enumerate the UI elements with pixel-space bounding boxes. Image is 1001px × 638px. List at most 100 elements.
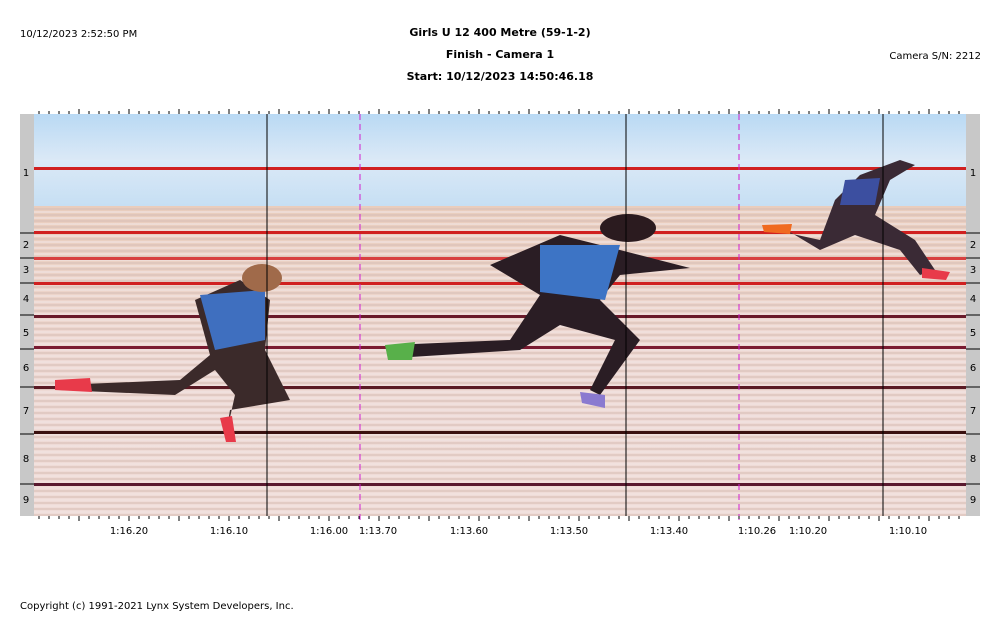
stripe xyxy=(34,247,966,249)
lane-number: 6 xyxy=(970,363,976,374)
stripe xyxy=(34,418,966,420)
stripe xyxy=(34,286,966,288)
race-title: Girls U 12 400 Metre (59-1-2) xyxy=(409,26,590,39)
lane-line xyxy=(34,386,966,389)
stripe xyxy=(34,406,966,408)
lane-number: 9 xyxy=(970,495,976,506)
lane-number: 3 xyxy=(23,265,29,276)
stripe xyxy=(34,442,966,444)
stripe xyxy=(34,499,966,501)
camera-serial: Camera S/N: 2212 xyxy=(889,51,981,62)
stripe xyxy=(34,337,966,339)
stripe xyxy=(34,508,966,510)
stripe xyxy=(34,295,966,297)
lane-number: 5 xyxy=(970,328,976,339)
stripe xyxy=(34,214,966,216)
stripe xyxy=(34,271,966,273)
lane-number: 3 xyxy=(970,265,976,276)
stripe xyxy=(34,436,966,438)
stripe xyxy=(34,382,966,384)
stripe xyxy=(34,220,966,222)
stripe xyxy=(34,502,966,504)
stripe xyxy=(34,235,966,237)
stripe xyxy=(34,481,966,483)
stripe xyxy=(34,292,966,294)
lane-line xyxy=(34,483,966,486)
stripe xyxy=(34,463,966,465)
stripe xyxy=(34,424,966,426)
lane-number: 2 xyxy=(23,240,29,251)
stripe xyxy=(34,493,966,495)
stripe xyxy=(34,331,966,333)
runner-left xyxy=(55,264,290,442)
time-label: 1:10.10 xyxy=(889,526,927,537)
stripe xyxy=(34,226,966,228)
stripe xyxy=(34,217,966,219)
stripe xyxy=(34,229,966,231)
stripe xyxy=(34,325,966,327)
lane-number: 5 xyxy=(23,328,29,339)
stripe xyxy=(34,313,966,315)
stripe xyxy=(34,391,966,393)
lane-line xyxy=(34,257,966,260)
lane-number: 1 xyxy=(970,168,976,179)
stripe xyxy=(34,376,966,378)
stripe xyxy=(34,400,966,402)
stripe xyxy=(34,514,966,516)
lane-number: 9 xyxy=(23,495,29,506)
lane-line xyxy=(34,282,966,285)
stripe xyxy=(34,364,966,366)
stripe xyxy=(34,454,966,456)
stripe xyxy=(34,427,966,429)
runner-right xyxy=(762,160,950,280)
sky xyxy=(34,114,966,206)
stripe xyxy=(34,301,966,303)
stripe xyxy=(34,505,966,507)
stripe xyxy=(34,307,966,309)
stripe xyxy=(34,352,966,354)
stripe xyxy=(34,358,966,360)
lane-number: 8 xyxy=(23,454,29,465)
stripe xyxy=(34,277,966,279)
stripe xyxy=(34,244,966,246)
stripe xyxy=(34,397,966,399)
runner-middle xyxy=(385,214,690,408)
stripe xyxy=(34,367,966,369)
stripe xyxy=(34,478,966,480)
lane-line xyxy=(34,231,966,234)
stripe xyxy=(34,334,966,336)
stripe xyxy=(34,415,966,417)
stripe xyxy=(34,223,966,225)
stripe xyxy=(34,457,966,459)
lane-number: 7 xyxy=(23,406,29,417)
stripe xyxy=(34,322,966,324)
stripe xyxy=(34,298,966,300)
stripe xyxy=(34,289,966,291)
stripe xyxy=(34,328,966,330)
copyright: Copyright (c) 1991-2021 Lynx System Deve… xyxy=(20,601,294,612)
stripe xyxy=(34,421,966,423)
stripe xyxy=(34,304,966,306)
stripe xyxy=(34,448,966,450)
stripe xyxy=(34,472,966,474)
stripe xyxy=(34,241,966,243)
stripe xyxy=(34,208,966,210)
stripe xyxy=(34,211,966,213)
time-label: 1:10.20 xyxy=(789,526,827,537)
time-label: 1:13.70 xyxy=(359,526,397,537)
stripe xyxy=(34,496,966,498)
stripe xyxy=(34,280,966,282)
time-label: 1:10.26 xyxy=(738,526,776,537)
lane-number: 6 xyxy=(23,363,29,374)
stripe xyxy=(34,238,966,240)
stripe xyxy=(34,355,966,357)
start-time: Start: 10/12/2023 14:50:46.18 xyxy=(407,70,594,83)
lane-number: 4 xyxy=(970,294,976,305)
time-label: 1:16.00 xyxy=(310,526,348,537)
lane-number: 2 xyxy=(970,240,976,251)
stripe xyxy=(34,394,966,396)
stripe xyxy=(34,370,966,372)
stripe xyxy=(34,409,966,411)
stripe xyxy=(34,373,966,375)
stripe xyxy=(34,403,966,405)
